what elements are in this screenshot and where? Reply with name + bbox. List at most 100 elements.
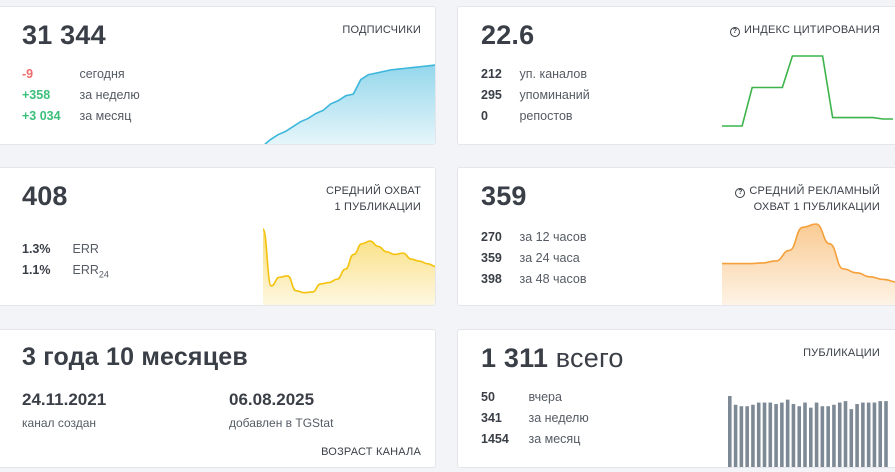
stat-text: за месяц [528, 432, 581, 446]
stat-row-12h: 270 за 12 часов [481, 227, 586, 248]
average-reach-value: 408 [22, 181, 68, 211]
created-date-label: канал создан [22, 416, 97, 430]
chart-bar[interactable] [866, 402, 871, 468]
chart-area-fill [265, 65, 435, 144]
average-reach-chart[interactable] [263, 226, 436, 306]
stat-text: сегодня [79, 67, 125, 81]
created-date: 24.11.2021 [22, 390, 107, 409]
chart-bar[interactable] [826, 406, 830, 468]
help-icon[interactable]: ? [730, 27, 741, 37]
channel-age-label: Возраст канала [321, 446, 421, 458]
help-icon[interactable]: ? [735, 188, 746, 198]
stat-row-mentions: 295 упоминаний [481, 85, 590, 106]
chart-bar[interactable] [768, 402, 773, 468]
subscribers-chart[interactable] [263, 62, 436, 145]
added-date-label: добавлен в TGStat [229, 416, 334, 430]
stat-text: упоминаний [519, 88, 590, 102]
reach-stats: 1.3% ERR 1.1% ERR24 [22, 239, 109, 281]
publications-total: 1 311 всего [481, 343, 624, 373]
channel-age-card[interactable]: 3 года 10 месяцев 24.11.2021 канал созда… [0, 329, 436, 468]
chart-line [722, 55, 893, 127]
chart-bar[interactable] [785, 399, 790, 468]
added-date-block: 06.08.2025 добавлен в TGStat [229, 390, 333, 430]
stat-value: 341 [481, 411, 502, 425]
chart-bar[interactable] [751, 404, 755, 468]
chart-bar[interactable] [797, 406, 802, 468]
stat-row-err: 1.3% ERR [22, 239, 109, 260]
average-reach-label: Средний охват 1 публикации [325, 185, 421, 213]
chart-bar[interactable] [791, 404, 796, 468]
chart-line [722, 223, 895, 283]
stat-value: 295 [481, 88, 502, 102]
added-date: 06.08.2025 [229, 390, 315, 409]
citation-stats: 212 уп. каналов 295 упоминаний 0 репосто… [481, 64, 590, 127]
chart-bar[interactable] [832, 404, 836, 468]
stat-value: 359 [481, 251, 502, 265]
ad-reach-stats: 270 за 12 часов 359 за 24 часа 398 за 48… [481, 227, 586, 290]
chart-bar[interactable] [837, 402, 842, 468]
channel-age-value: 3 года 10 месяцев [22, 343, 248, 371]
chart-bar[interactable] [809, 407, 813, 468]
stat-text: за неделю [79, 88, 140, 102]
stat-text: репостов [519, 109, 573, 123]
ad-reach-card[interactable]: 359 ? Средний рекламный охват 1 публикаци… [457, 167, 895, 306]
publications-label: Публикации [803, 347, 880, 359]
publications-card[interactable]: 1 311 всего Публикации 50 вчера 341 за н… [457, 329, 895, 468]
stat-value: 270 [481, 230, 502, 244]
stat-value: +3 034 [22, 109, 61, 123]
citation-index-card[interactable]: 22.6 ? Индекс цитирования 212 уп. каналов… [457, 6, 895, 145]
chart-bar[interactable] [861, 402, 865, 468]
chart-bar[interactable] [739, 406, 744, 468]
stat-row-month: 1454 за месяц [481, 429, 589, 450]
chart-bar[interactable] [745, 406, 749, 468]
stat-text: уп. каналов [519, 67, 588, 81]
chart-bar[interactable] [762, 402, 767, 468]
ad-reach-value: 359 [481, 181, 527, 211]
stat-text: за 48 часов [519, 272, 587, 286]
stat-row-week: 341 за неделю [481, 408, 589, 429]
chart-bar[interactable] [780, 402, 784, 468]
stat-text: за 12 часов [519, 230, 587, 244]
chart-bar[interactable] [774, 404, 778, 468]
created-date-block: 24.11.2021 канал создан [22, 390, 106, 430]
chart-bar[interactable] [756, 402, 761, 468]
chart-bar[interactable] [843, 401, 848, 468]
chart-bar[interactable] [884, 401, 888, 468]
stat-row-month: +3 034 за месяц [22, 106, 140, 127]
chart-bar[interactable] [733, 404, 738, 468]
stat-text: за неделю [528, 411, 589, 425]
chart-bar[interactable] [855, 404, 859, 468]
citation-index-label: ? Индекс цитирования [730, 22, 880, 38]
stat-row-channels: 212 уп. каналов [481, 64, 590, 85]
stat-text: за 24 часа [519, 251, 580, 265]
chart-bar[interactable] [872, 402, 877, 468]
chart-bar[interactable] [849, 409, 854, 468]
publications-stats: 50 вчера 341 за неделю 1454 за месяц [481, 387, 589, 450]
citation-index-value: 22.6 [481, 20, 535, 50]
chart-line [263, 228, 435, 294]
chart-bar[interactable] [820, 406, 825, 468]
publications-chart[interactable] [728, 396, 890, 468]
citation-chart[interactable] [722, 52, 894, 136]
ad-reach-chart[interactable] [722, 220, 895, 306]
chart-line [264, 64, 435, 144]
chart-bar[interactable] [803, 402, 807, 468]
subscribers-label: Подписчики [342, 24, 421, 36]
stat-value: -9 [22, 67, 34, 81]
chart-bar[interactable] [728, 396, 732, 468]
subscribers-card[interactable]: 31 344 Подписчики -9 сегодня +358 за нед… [0, 6, 436, 145]
stat-value: 212 [481, 67, 502, 81]
stat-row-reposts: 0 репостов [481, 106, 590, 127]
stat-text: ERR [72, 242, 99, 256]
subscribers-stats: -9 сегодня +358 за неделю +3 034 за меся… [22, 64, 140, 127]
stat-row-err24: 1.1% ERR24 [22, 260, 109, 281]
chart-area-fill [722, 224, 895, 305]
chart-bar[interactable] [878, 401, 883, 468]
chart-bar[interactable] [814, 402, 819, 468]
stat-value: 50 [481, 390, 495, 404]
stat-text: за месяц [79, 109, 132, 123]
stat-row-24h: 359 за 24 часа [481, 248, 586, 269]
ad-reach-label: ? Средний рекламный охват 1 публикации [735, 183, 880, 215]
stat-row-today: -9 сегодня [22, 64, 140, 85]
average-reach-card[interactable]: 408 Средний охват 1 публикации 1.3% ERR … [0, 167, 436, 306]
